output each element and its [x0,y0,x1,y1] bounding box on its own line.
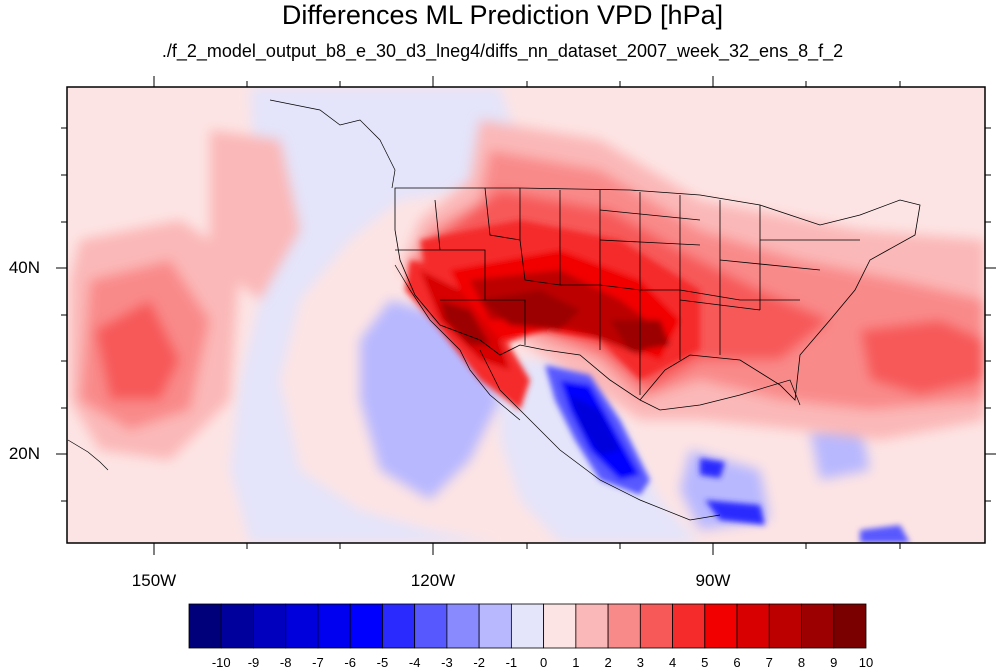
colorbar-swatch [736,603,770,649]
colorbar-swatch [672,603,706,649]
colorbar-tick-label: -5 [376,655,389,670]
colorbar-tick-label: 9 [830,655,838,670]
lon-label-150w: 150W [131,571,177,590]
colorbar-swatch [510,603,545,649]
colorbar-tick-label: 6 [733,655,741,670]
colorbar-tick-label: 0 [539,655,548,670]
colorbar-swatch [253,603,287,649]
colorbar-swatch [188,603,222,649]
colorbar-tick-label: 4 [668,655,677,670]
colorbar-swatch [639,603,673,649]
colorbar-tick-label: -4 [408,655,421,670]
lon-label-120w: 120W [410,571,456,590]
colorbar-tick-label: 3 [636,655,644,670]
lat-ticks [56,127,996,502]
lon-label-90w: 90W [695,571,731,590]
colorbar-swatch [382,603,416,649]
colorbar-swatch [414,603,448,649]
colorbar-tick-label: -10 [211,655,231,670]
map-title: Differences ML Prediction VPD [hPa] [281,0,724,30]
colorbar-tick-label: 2 [604,655,612,670]
colorbar-swatch [220,603,254,649]
colorbar-swatch [349,603,383,649]
colorbar-swatch [285,603,319,649]
state-boundaries [394,187,921,401]
colorbar-swatch [543,603,577,649]
colorbar-tick-label: -6 [344,655,356,670]
map-subtitle: ./f_2_model_output_b8_e_30_d3_lneg4/diff… [161,41,844,61]
colorbar-swatch [801,603,835,649]
colorbar-swatch [833,603,867,649]
lat-label-20n: 20N [8,444,40,463]
colorbar-swatch [704,603,738,649]
colorbar-swatch [768,603,802,649]
colorbar-tick-label: 7 [765,655,773,670]
colorbar-tick-label: 5 [701,655,709,670]
colorbar-tick-label: 8 [797,655,806,670]
coastlines [67,99,801,521]
colorbar-tick-label: -7 [312,655,324,670]
colorbar-swatch [607,603,641,649]
colorbar-tick-label: -9 [247,655,260,670]
colorbar [188,603,867,649]
contour-field [67,87,985,543]
colorbar-swatch [575,603,609,649]
colorbar-swatch [478,603,512,649]
colorbar-tick-label: -8 [279,655,292,670]
colorbar-tick-label: -1 [505,655,518,670]
lon-ticks [153,76,901,555]
colorbar-tick-label: 1 [572,655,580,670]
colorbar-tick-label: -3 [441,655,453,670]
lat-label-40n: 40N [8,258,40,277]
colorbar-swatch [446,603,480,649]
colorbar-tick-label: -2 [473,655,485,670]
colorbar-tick-label: 10 [858,655,874,670]
colorbar-swatch [317,603,351,649]
